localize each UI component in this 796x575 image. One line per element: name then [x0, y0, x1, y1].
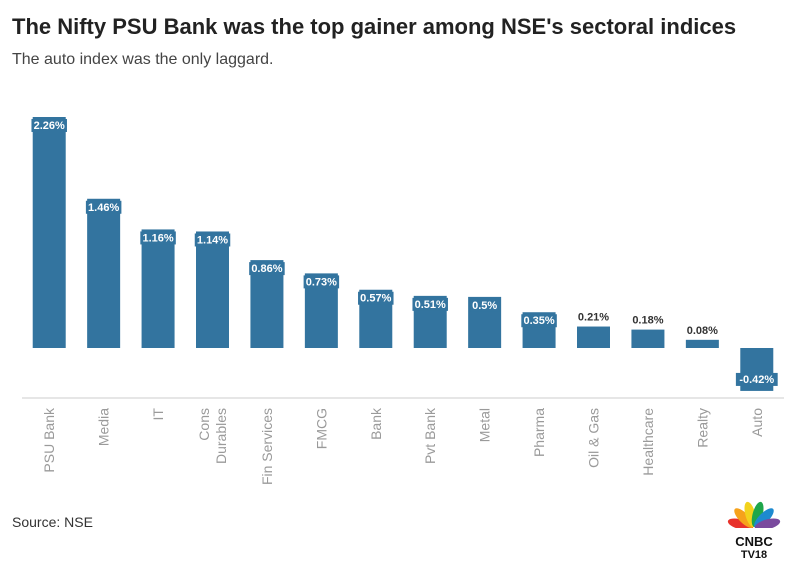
- data-label-bg: [470, 298, 500, 312]
- x-tick-label-group: Metal: [477, 408, 493, 442]
- x-tick-label: Oil & Gas: [586, 408, 602, 468]
- data-label: 0.86%: [251, 263, 282, 275]
- data-label: 1.14%: [197, 234, 228, 246]
- x-tick-label: Metal: [477, 408, 493, 442]
- x-tick-label: Media: [96, 408, 112, 446]
- x-tick-label-group: Oil & Gas: [586, 408, 602, 468]
- data-label-bg: [194, 233, 231, 247]
- bar: [685, 339, 719, 348]
- logo-text-bottom: TV18: [741, 549, 767, 560]
- data-label-bg: [735, 372, 778, 386]
- data-label-bg: [412, 297, 448, 311]
- x-tick-label: Fin Services: [259, 408, 275, 485]
- x-tick-label-group: Healthcare: [640, 408, 656, 476]
- data-label-bg: [31, 119, 67, 132]
- x-tick-label: Realty: [694, 408, 710, 448]
- x-tick-label: Healthcare: [640, 408, 656, 476]
- data-label: -0.42%: [739, 374, 774, 386]
- data-label: 0.57%: [360, 293, 391, 305]
- x-tick-label-group: Pvt Bank: [422, 407, 438, 464]
- data-label: 0.51%: [415, 299, 446, 311]
- data-label: 0.5%: [472, 300, 497, 312]
- x-tick-label: Pvt Bank: [422, 407, 438, 464]
- x-tick-label: PSU Bank: [41, 407, 57, 473]
- chart-title: The Nifty PSU Bank was the top gainer am…: [12, 14, 737, 39]
- x-tick-label: Cons: [196, 408, 212, 441]
- x-tick-label-group: IT: [150, 408, 166, 421]
- data-label-bg: [358, 291, 394, 305]
- logo-text-top: CNBC: [735, 534, 773, 549]
- x-tick-label-group: Auto: [749, 408, 765, 437]
- x-tick-label: FMCG: [313, 408, 329, 449]
- bar: [577, 326, 610, 348]
- data-label: 0.08%: [687, 325, 718, 337]
- data-label-bg: [85, 200, 122, 214]
- x-tick-label-group: Media: [96, 408, 112, 446]
- data-label-bg: [249, 262, 285, 276]
- data-label: 1.46%: [88, 202, 119, 214]
- cnbc-tv18-logo: CNBC TV18: [722, 496, 786, 561]
- x-tick-label: Bank: [368, 407, 384, 440]
- x-tick-label: Durables: [213, 408, 229, 464]
- bar: [631, 329, 665, 348]
- bar: [32, 117, 66, 348]
- bar: [196, 231, 229, 348]
- data-label: 0.73%: [306, 276, 337, 288]
- bar: [87, 198, 121, 348]
- x-tick-label: IT: [150, 408, 166, 421]
- x-tick-label-group: FMCG: [313, 408, 329, 449]
- x-tick-label-group: Fin Services: [259, 408, 275, 485]
- data-label-bg: [303, 275, 340, 289]
- source-note: Source: NSE: [12, 514, 93, 530]
- data-label: 0.18%: [632, 315, 663, 327]
- data-label: 2.26%: [34, 120, 65, 132]
- data-label: 0.21%: [578, 312, 609, 324]
- data-label-bg: [140, 231, 176, 245]
- bar-chart: 2.26% PSU Bank 1.46% Media 1.16% IT 1.14% Cons D…: [22, 117, 784, 485]
- x-tick-label-group: Realty: [694, 408, 710, 448]
- x-tick-label: Pharma: [531, 408, 547, 457]
- x-tick-label-group: Pharma: [531, 408, 547, 457]
- x-tick-label: Auto: [749, 408, 765, 437]
- x-tick-label-group: Bank: [368, 407, 384, 440]
- data-label: 0.35%: [523, 315, 554, 327]
- bar: [141, 229, 175, 348]
- x-tick-label-group: Cons Durables: [196, 408, 229, 464]
- data-label-bg: [521, 314, 557, 328]
- data-label: 1.16%: [142, 232, 173, 244]
- x-tick-label-group: PSU Bank: [41, 407, 57, 473]
- chart-subtitle: The auto index was the only laggard.: [12, 51, 274, 68]
- peacock-icon: CNBC TV18: [722, 501, 786, 561]
